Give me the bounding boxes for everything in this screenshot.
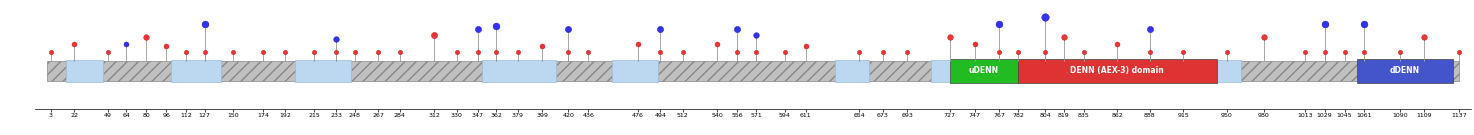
Bar [1019,59,1216,83]
Bar [1088,60,1129,82]
Bar [612,60,657,82]
Bar [932,60,957,82]
Bar [482,60,556,82]
Bar [1200,60,1241,82]
Text: DENN (AEX-3) domain: DENN (AEX-3) domain [1070,66,1164,75]
Bar [949,59,1019,83]
Bar [47,61,1459,81]
Bar [295,60,351,82]
Text: dDENN: dDENN [1390,66,1419,75]
Bar [171,60,221,82]
Text: uDENN: uDENN [968,66,999,75]
Bar [1358,59,1452,83]
Bar [65,60,103,82]
Bar [836,60,870,82]
